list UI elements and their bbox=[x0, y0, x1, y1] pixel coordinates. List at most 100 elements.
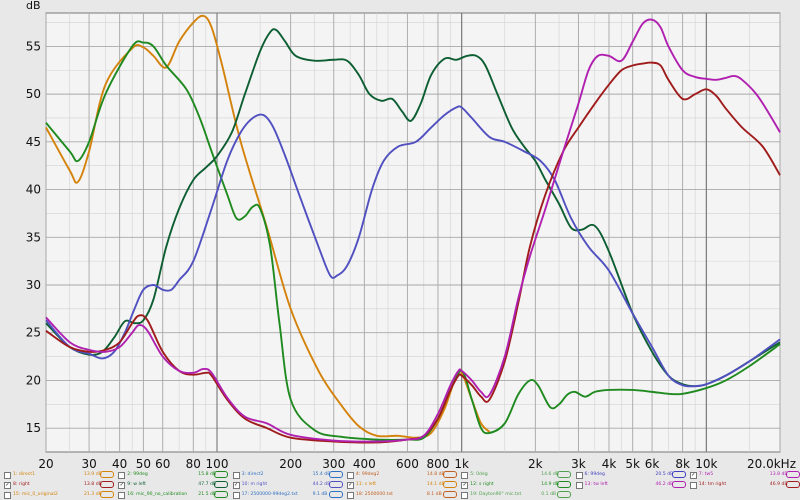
legend-item[interactable]: 2: 99deg 15.8 dB bbox=[118, 470, 229, 480]
y-tick-label: 50 bbox=[26, 87, 41, 101]
legend-curve-symbol[interactable] bbox=[442, 481, 457, 488]
legend-curve-symbol[interactable] bbox=[557, 471, 572, 478]
x-tick-label: 80 bbox=[186, 457, 201, 471]
legend-name: 17: 2500000-99deg2.txt bbox=[241, 492, 298, 497]
legend-name: 3: direct2 bbox=[241, 472, 264, 477]
legend-item[interactable]: 1: direct1 13.9 dB bbox=[4, 470, 114, 480]
legend-curve-symbol[interactable] bbox=[785, 481, 800, 488]
legend-curve-symbol[interactable] bbox=[442, 471, 457, 478]
legend-value: 0.1 dB bbox=[541, 492, 557, 497]
x-tick-label: 600 bbox=[396, 457, 419, 471]
legend-checkbox[interactable] bbox=[118, 481, 126, 489]
x-tick-label: 1k bbox=[454, 457, 469, 471]
legend-item[interactable]: 9: w left 47.7 dB bbox=[118, 480, 229, 490]
legend-checkbox[interactable] bbox=[346, 481, 354, 489]
legend-curve-symbol[interactable] bbox=[328, 471, 343, 478]
legend-checkbox[interactable] bbox=[689, 481, 697, 489]
legend-name: 19: Dayton90° mic.txt bbox=[470, 492, 522, 497]
legend-name: 12: s right bbox=[470, 482, 494, 487]
x-tick-labels: 20 30 40 50 60 80 100 200 300 400 600 800 1k 2k 3k 4k 5k… bbox=[38, 457, 796, 471]
legend-curve-symbol[interactable] bbox=[214, 481, 229, 488]
legend-item[interactable]: 17: 2500000-99deg2.txt 9.1 dB bbox=[232, 490, 343, 500]
legend-curve-symbol[interactable] bbox=[671, 481, 686, 488]
legend-curve-symbol[interactable] bbox=[100, 491, 114, 498]
series-line-2 bbox=[45, 40, 781, 441]
legend-checkbox[interactable] bbox=[689, 471, 697, 479]
legend-curve-symbol[interactable] bbox=[214, 471, 229, 478]
legend-item[interactable]: 12: s right 14.9 dB bbox=[461, 480, 572, 490]
x-tick-label: 800 bbox=[427, 457, 450, 471]
legend-value: 15.4 dB bbox=[312, 472, 331, 477]
legend-curve-symbol[interactable] bbox=[557, 481, 572, 488]
legend-curve-symbol[interactable] bbox=[100, 471, 114, 478]
legend-curve-symbol[interactable] bbox=[100, 481, 114, 488]
legend-item[interactable]: 8: right 13.8 dB bbox=[4, 480, 114, 490]
legend-checkbox[interactable] bbox=[575, 471, 583, 479]
legend-item[interactable]: 15: mic_0_original2 21.3 dB bbox=[4, 490, 114, 500]
legend: 1: direct1 13.9 dB 2: 99deg 15.8 dB 3: direc… bbox=[0, 470, 800, 500]
legend-curve-symbol[interactable] bbox=[328, 481, 343, 488]
legend-curve-symbol[interactable] bbox=[328, 491, 343, 498]
y-tick-label: 25 bbox=[26, 326, 41, 340]
series-line-6 bbox=[45, 18, 781, 443]
legend-curve-symbol[interactable] bbox=[214, 491, 229, 498]
legend-checkbox[interactable] bbox=[346, 471, 354, 479]
x-tick-label: 4k bbox=[602, 457, 617, 471]
x-tick-label: 2k bbox=[528, 457, 543, 471]
legend-item[interactable]: 6: 99deg 20.5 dB bbox=[575, 470, 686, 480]
legend-curve-symbol[interactable] bbox=[671, 471, 686, 478]
x-tick-label: 200 bbox=[279, 457, 302, 471]
legend-curve-symbol[interactable] bbox=[557, 491, 572, 498]
series-layer bbox=[45, 14, 781, 444]
legend-value: 21.3 dB bbox=[84, 492, 102, 497]
legend-item[interactable]: 19: Dayton90° mic.txt 0.1 dB bbox=[461, 490, 572, 500]
x-tick-label: 60 bbox=[155, 457, 170, 471]
legend-curve-symbol[interactable] bbox=[785, 471, 800, 478]
legend-item[interactable]: 7: tw5 13.8 dB bbox=[689, 470, 800, 480]
legend-item[interactable]: 13: tw left 46.2 dB bbox=[575, 480, 686, 490]
legend-name: 8: right bbox=[13, 482, 30, 487]
legend-item[interactable]: 10: m right 44.2 dB bbox=[232, 480, 343, 490]
legend-checkbox[interactable] bbox=[118, 471, 126, 479]
legend-checkbox[interactable] bbox=[4, 471, 11, 479]
legend-checkbox[interactable] bbox=[232, 481, 240, 489]
legend-checkbox[interactable] bbox=[461, 471, 469, 479]
y-tick-labels: 15 20 25 30 35 40 45 50 55 bbox=[26, 39, 41, 435]
y-unit-label: dB bbox=[26, 0, 41, 12]
legend-checkbox[interactable] bbox=[118, 491, 126, 499]
x-tick-label: 40 bbox=[112, 457, 127, 471]
legend-checkbox[interactable] bbox=[232, 471, 240, 479]
y-tick-label: 15 bbox=[26, 421, 41, 435]
legend-value: 46.9 dB bbox=[769, 482, 788, 487]
x-tick-label: 20.0kHz bbox=[747, 457, 796, 471]
legend-item[interactable]: 4: 99deg2 14.8 dB bbox=[346, 470, 457, 480]
legend-checkbox[interactable] bbox=[346, 491, 354, 499]
legend-checkbox[interactable] bbox=[461, 491, 469, 499]
legend-item[interactable]: 11: s left 14.1 dB bbox=[346, 480, 457, 490]
legend-checkbox[interactable] bbox=[4, 491, 11, 499]
x-tick-label: 50 bbox=[136, 457, 151, 471]
legend-checkbox[interactable] bbox=[4, 481, 11, 489]
y-tick-label: 20 bbox=[26, 373, 41, 387]
legend-value: 14.8 dB bbox=[426, 472, 445, 477]
y-tick-label: 35 bbox=[26, 230, 41, 244]
legend-item[interactable]: 18: 2500000.txt 8.1 dB bbox=[346, 490, 457, 500]
legend-name: 10: m right bbox=[241, 482, 268, 487]
legend-checkbox[interactable] bbox=[575, 481, 583, 489]
legend-name: 13: tw left bbox=[584, 482, 608, 487]
legend-checkbox[interactable] bbox=[232, 491, 240, 499]
legend-curve-symbol[interactable] bbox=[442, 491, 457, 498]
legend-item[interactable]: 16: mic_90_no_calibration 21.5 dB bbox=[118, 490, 229, 500]
legend-value: 9.1 dB bbox=[312, 492, 328, 497]
legend-value: 14.1 dB bbox=[426, 482, 445, 487]
y-tick-label: 45 bbox=[26, 135, 41, 149]
y-tick-label: 55 bbox=[26, 39, 41, 53]
legend-name: 2: 99deg bbox=[127, 472, 148, 477]
legend-checkbox[interactable] bbox=[461, 481, 469, 489]
legend-item[interactable]: 14: tm right 46.9 dB bbox=[689, 480, 800, 490]
legend-item[interactable]: 5: 0deg 14.6 dB bbox=[461, 470, 572, 480]
legend-item[interactable]: 3: direct2 15.4 dB bbox=[232, 470, 343, 480]
legend-value: 15.8 dB bbox=[198, 472, 217, 477]
legend-name: 6: 99deg bbox=[584, 472, 605, 477]
y-tick-label: 40 bbox=[26, 183, 41, 197]
